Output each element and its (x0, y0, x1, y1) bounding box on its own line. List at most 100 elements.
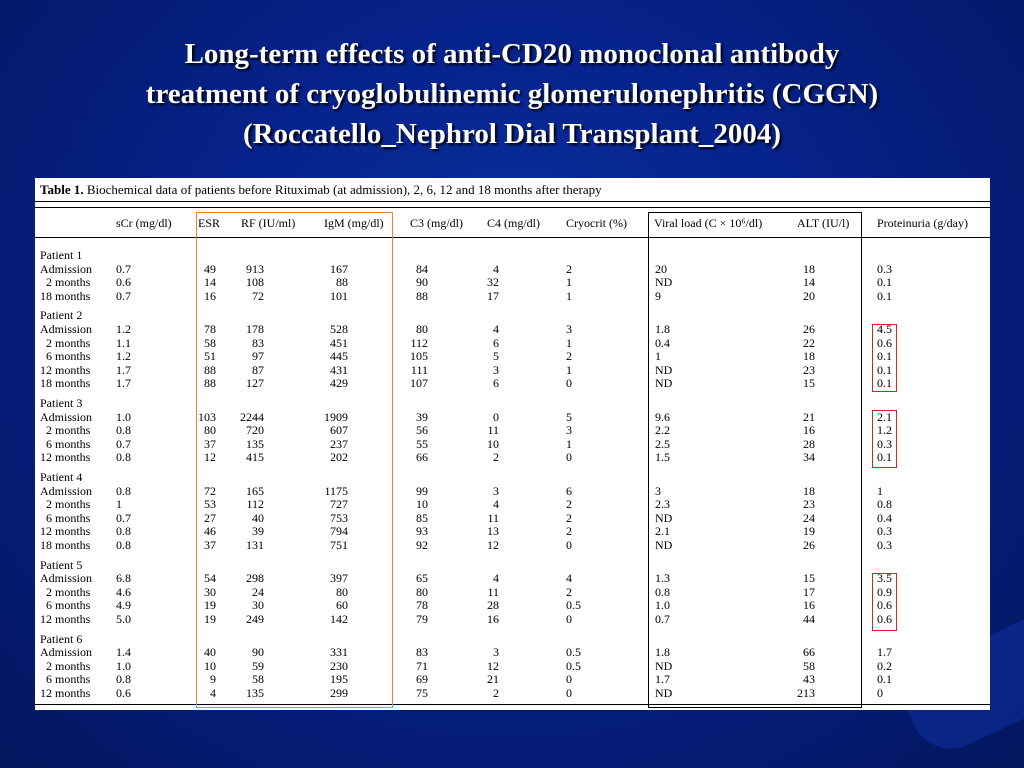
table-cell: 103 (198, 409, 216, 424)
table-cell: 0.5 (566, 598, 581, 613)
table-cell: 0.8 (116, 450, 131, 465)
table-cell: 23 (803, 362, 815, 377)
table-cell: 0.1 (877, 376, 892, 391)
table-cell: 135 (246, 436, 264, 451)
table-cell: 2 (566, 261, 572, 276)
table-cell: 0 (566, 538, 572, 552)
table-cell: 165 (246, 483, 264, 498)
table-cell: 127 (246, 376, 264, 391)
row-time-label: 12 months (40, 524, 91, 539)
table-cell: 0.1 (877, 275, 892, 290)
table-cell: 105 (410, 349, 428, 364)
table-cell: 607 (330, 423, 348, 438)
row-time-label: 18 months (40, 288, 91, 303)
table-cell: 80 (416, 584, 428, 599)
column-header: Proteinuria (g/day) (877, 216, 968, 230)
table-cell: 107 (410, 376, 428, 391)
column-header: Cryocrit (%) (566, 216, 627, 230)
table-cell: 0.7 (116, 510, 131, 525)
table-cell: 18 (803, 483, 815, 498)
table-cell: 1.2 (116, 322, 131, 336)
table-cell: 429 (330, 376, 348, 391)
table-cell: 97 (252, 349, 264, 364)
row-time-label: Admission (40, 483, 93, 498)
table-cell: 213 (797, 686, 815, 700)
table-cell: 16 (803, 423, 815, 438)
column-header: sCr (mg/dl) (116, 216, 172, 230)
row-time-label: Admission (40, 322, 93, 336)
column-header: C3 (mg/dl) (410, 216, 463, 230)
table-cell: 12 (204, 450, 216, 465)
table-cell: 26 (803, 538, 815, 552)
table-cell: 17 (803, 584, 815, 599)
table-cell: 12 (487, 538, 499, 552)
column-header: IgM (mg/dl) (324, 216, 384, 230)
row-time-label: Admission (40, 571, 93, 586)
table-cell: 59 (252, 658, 264, 673)
table-cell: 2244 (240, 409, 264, 424)
patient-label: Patient 4 (40, 470, 83, 484)
table-cell: 1.0 (655, 598, 670, 613)
table-cell: 16 (487, 612, 499, 626)
table-cell: 6.8 (116, 571, 131, 586)
table-cell: 20 (655, 261, 667, 276)
table-cell: 3 (655, 483, 661, 498)
table-cell: 167 (330, 261, 348, 276)
table-cell: 6 (493, 335, 499, 350)
table-cell: 30 (204, 584, 216, 599)
table-cell: ND (655, 362, 673, 377)
row-time-label: 12 months (40, 612, 91, 626)
table-cell: 69 (416, 672, 428, 687)
table-cell: 3 (493, 645, 499, 660)
table-cell: 0.6 (116, 275, 131, 290)
patient-label: Patient 1 (40, 248, 83, 262)
table-cell: 16 (803, 598, 815, 613)
table-cell: 23 (803, 497, 815, 512)
table-cell: 20 (803, 288, 815, 303)
patient-label: Patient 5 (40, 557, 83, 572)
table-cell: 751 (330, 538, 348, 552)
table-cell: 0.2 (877, 658, 892, 673)
table-cell: 18 (803, 261, 815, 276)
table-cell: 753 (330, 510, 348, 525)
table-cell: 0.3 (877, 538, 892, 552)
table-cell: 1 (566, 275, 572, 290)
table-cell: 2 (493, 450, 499, 465)
table-cell: 66 (803, 645, 815, 660)
table-cell: 88 (204, 376, 216, 391)
title-line: Long-term effects of anti-CD20 monoclona… (184, 38, 840, 70)
table-cell: 60 (336, 598, 348, 613)
table-cell: 22 (803, 335, 815, 350)
table-cell: 397 (330, 571, 348, 586)
table-cell: 237 (330, 436, 348, 451)
table-cell: 49 (204, 261, 216, 276)
slide-title: Long-term effects of anti-CD20 monoclona… (60, 34, 964, 154)
table-cell: 99 (416, 483, 428, 498)
table-cell: 19 (204, 612, 216, 626)
table-cell: 2 (566, 510, 572, 525)
table-cell: 1175 (324, 483, 348, 498)
table-cell: 4.9 (116, 598, 131, 613)
table-cell: 108 (246, 275, 264, 290)
table-cell: 1 (116, 497, 122, 512)
row-time-label: 12 months (40, 686, 91, 700)
table-cell: 75 (416, 686, 428, 700)
table-cell: 431 (330, 362, 348, 377)
row-time-label: 6 months (46, 510, 91, 525)
row-time-label: 6 months (46, 672, 91, 687)
patient-label: Patient 6 (40, 631, 83, 646)
table-cell: 445 (330, 349, 348, 364)
table-cell: 0 (566, 612, 572, 626)
table-cell: 331 (330, 645, 348, 660)
column-header: RF (IU/ml) (241, 216, 296, 230)
table-cell: 1.5 (655, 450, 670, 465)
table-cell: 0.8 (116, 423, 131, 438)
table-cell: 17 (487, 288, 499, 303)
table-cell: 720 (246, 423, 264, 438)
table-cell: 0.6 (877, 612, 892, 626)
table-cell: 11 (487, 423, 499, 438)
title-line: (Roccatello_Nephrol Dial Transplant_2004… (242, 118, 782, 150)
table-cell: 2 (566, 349, 572, 364)
table-cell: 88 (204, 362, 216, 377)
table-cell: 0 (566, 686, 572, 700)
